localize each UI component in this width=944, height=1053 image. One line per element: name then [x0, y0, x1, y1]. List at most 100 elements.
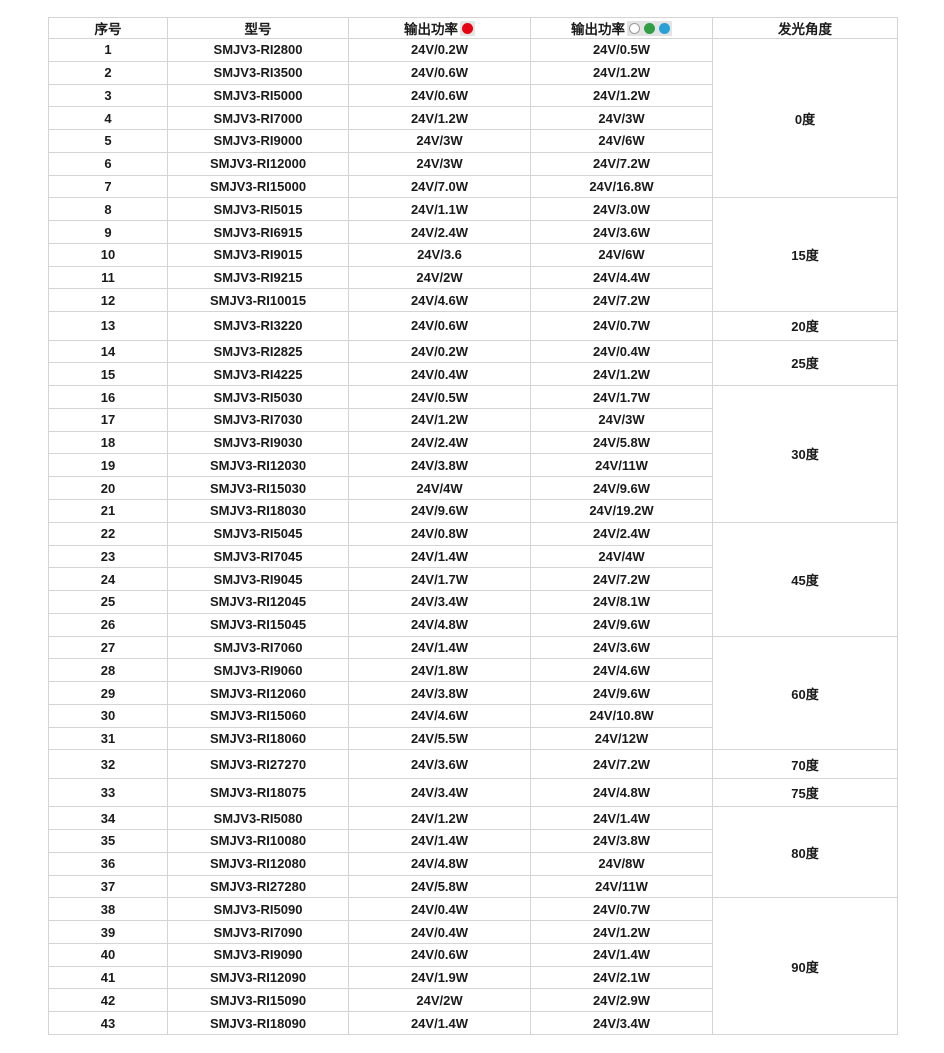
- serial-cell: 18: [48, 430, 168, 455]
- table-row: 27 SMJV3-RI7060 24V/1.4W 24V/3.6W 60度: [48, 635, 898, 751]
- power-multi-cell: 24V/6W: [530, 242, 713, 267]
- power-red-cell: 24V/1.7W: [348, 567, 531, 592]
- model-cell: SMJV3-RI27270: [167, 749, 349, 779]
- power-red-cell: 24V/1.2W: [348, 407, 531, 432]
- serial-cell: 3: [48, 83, 168, 108]
- led-power-spec-table: 序号 型号 输出功率 输出功率: [48, 17, 898, 1035]
- header-model-label: 型号: [244, 22, 272, 37]
- model-cell: SMJV3-RI7060: [167, 635, 349, 660]
- table-row: 32 SMJV3-RI27270 24V/3.6W 24V/7.2W 70度: [48, 749, 898, 779]
- model-cell: SMJV3-RI9215: [167, 265, 349, 290]
- serial-cell: 35: [48, 829, 168, 853]
- model-cell: SMJV3-RI5090: [167, 897, 349, 922]
- table-row: 1 SMJV3-RI2800 24V/0.2W 24V/0.5W 0度: [48, 37, 898, 199]
- header-power-red-label: 输出功率: [404, 22, 458, 37]
- power-multi-cell: 24V/11W: [530, 874, 713, 899]
- serial-cell: 11: [48, 265, 168, 290]
- model-cell: SMJV3-RI7090: [167, 920, 349, 944]
- model-cell: SMJV3-RI12090: [167, 965, 349, 990]
- power-multi-cell: 24V/2.4W: [530, 521, 713, 546]
- power-red-cell: 24V/4W: [348, 476, 531, 500]
- serial-cell: 16: [48, 385, 168, 409]
- header-power-multi: 输出功率: [530, 17, 713, 39]
- power-multi-cell: 24V/7.2W: [530, 567, 713, 592]
- model-cell: SMJV3-RI12000: [167, 151, 349, 176]
- header-serial-label: 序号: [94, 22, 122, 37]
- power-multi-cell: 24V/3.4W: [530, 1011, 713, 1035]
- header-angle-label: 发光角度: [778, 22, 832, 37]
- model-cell: SMJV3-RI5045: [167, 521, 349, 546]
- angle-cell: 25度: [712, 339, 898, 387]
- table-row: 40 SMJV3-RI9090 24V/0.6W 24V/1.4W: [48, 942, 898, 967]
- power-red-cell: 24V/0.4W: [348, 920, 531, 944]
- power-red-cell: 24V/0.8W: [348, 521, 531, 546]
- power-red-cell: 24V/2.4W: [348, 430, 531, 455]
- power-multi-cell: 24V/11W: [530, 453, 713, 478]
- serial-cell: 10: [48, 242, 168, 267]
- serial-cell: 14: [48, 339, 168, 364]
- model-cell: SMJV3-RI5000: [167, 83, 349, 108]
- model-cell: SMJV3-RI9015: [167, 242, 349, 267]
- model-cell: SMJV3-RI12060: [167, 681, 349, 705]
- power-multi-cell: 24V/3.6W: [530, 635, 713, 660]
- power-red-cell: 24V/3.6W: [348, 749, 531, 779]
- power-red-cell: 24V/4.6W: [348, 703, 531, 728]
- power-red-cell: 24V/2.4W: [348, 220, 531, 244]
- power-red-cell: 24V/0.6W: [348, 311, 531, 341]
- angle-cell: 20度: [712, 311, 898, 341]
- power-multi-cell: 24V/12W: [530, 726, 713, 751]
- power-red-cell: 24V/2W: [348, 265, 531, 290]
- model-cell: SMJV3-RI6915: [167, 220, 349, 244]
- model-cell: SMJV3-RI5015: [167, 197, 349, 222]
- serial-cell: 38: [48, 897, 168, 922]
- angle-cell: 45度: [712, 521, 898, 637]
- power-red-cell: 24V/0.4W: [348, 897, 531, 922]
- header-power-multi-label: 输出功率: [571, 22, 625, 37]
- power-multi-cell: 24V/1.7W: [530, 385, 713, 409]
- serial-cell: 41: [48, 965, 168, 990]
- power-multi-cell: 24V/7.2W: [530, 288, 713, 313]
- serial-cell: 15: [48, 362, 168, 387]
- model-cell: SMJV3-RI9090: [167, 942, 349, 967]
- model-cell: SMJV3-RI3220: [167, 311, 349, 341]
- power-multi-cell: 24V/7.2W: [530, 151, 713, 176]
- table-row: 8 SMJV3-RI5015 24V/1.1W 24V/3.0W 15度: [48, 197, 898, 313]
- serial-cell: 23: [48, 544, 168, 569]
- model-cell: SMJV3-RI15030: [167, 476, 349, 500]
- power-red-cell: 24V/1.8W: [348, 658, 531, 683]
- model-cell: SMJV3-RI18030: [167, 499, 349, 523]
- serial-cell: 1: [48, 38, 168, 62]
- serial-cell: 37: [48, 874, 168, 899]
- power-red-cell: 24V/3W: [348, 151, 531, 176]
- power-red-cell: 24V/3.8W: [348, 681, 531, 705]
- power-red-cell: 24V/1.4W: [348, 1011, 531, 1035]
- red-dot-chip: [460, 20, 475, 36]
- power-red-cell: 24V/1.4W: [348, 829, 531, 853]
- power-multi-cell: 24V/0.4W: [530, 339, 713, 364]
- table-row: 43 SMJV3-RI18090 24V/1.4W 24V/3.4W: [48, 1011, 898, 1035]
- serial-cell: 32: [48, 749, 168, 779]
- angle-cell: 0度: [712, 37, 898, 199]
- serial-cell: 40: [48, 942, 168, 967]
- header-power-red: 输出功率: [348, 17, 531, 39]
- serial-cell: 7: [48, 174, 168, 199]
- serial-cell: 43: [48, 1011, 168, 1035]
- power-red-cell: 24V/4.6W: [348, 288, 531, 313]
- power-multi-cell: 24V/5.8W: [530, 430, 713, 455]
- serial-cell: 17: [48, 407, 168, 432]
- serial-cell: 5: [48, 129, 168, 153]
- white-dot-icon: [629, 22, 640, 34]
- power-multi-cell: 24V/2.9W: [530, 988, 713, 1013]
- table-row: 9 SMJV3-RI6915 24V/2.4W 24V/3.6W: [48, 220, 898, 244]
- serial-cell: 19: [48, 453, 168, 478]
- power-red-cell: 24V/3.6: [348, 242, 531, 267]
- green-dot-icon: [644, 22, 655, 34]
- power-red-cell: 24V/0.6W: [348, 60, 531, 85]
- spec-table-container: 序号 型号 输出功率 输出功率: [48, 17, 898, 1035]
- power-multi-cell: 24V/19.2W: [530, 499, 713, 523]
- serial-cell: 28: [48, 658, 168, 683]
- model-cell: SMJV3-RI10015: [167, 288, 349, 313]
- power-multi-cell: 24V/3.0W: [530, 197, 713, 222]
- table-row: 3 SMJV3-RI5000 24V/0.6W 24V/1.2W: [48, 83, 898, 108]
- power-red-cell: 24V/1.1W: [348, 197, 531, 222]
